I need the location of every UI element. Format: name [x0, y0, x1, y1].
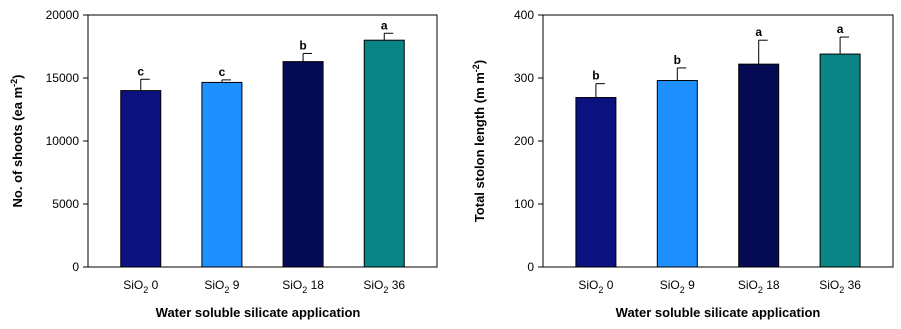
significance-label: b [674, 53, 681, 67]
significance-label: c [219, 65, 226, 79]
significance-label: b [592, 69, 599, 83]
y-tick-label: 20000 [46, 8, 80, 22]
bar [363, 39, 405, 268]
x-axis-title: Water soluble silicate application [616, 305, 821, 320]
y-axis-title: No. of shoots (ea m-2) [9, 75, 25, 208]
significance-label: a [755, 25, 762, 39]
y-tick-label: 10000 [46, 134, 80, 148]
x-tick-label: SiO2 36 [819, 278, 861, 295]
significance-label: a [381, 18, 388, 32]
significance-label: a [837, 22, 844, 36]
x-tick-label: SiO2 36 [363, 278, 405, 295]
chart-panel-1: 0 5000 10000 15000 20000 c SiO2 0 c SiO2 9 b SiO2 … [9, 8, 438, 320]
y-tick-label: 0 [527, 260, 534, 274]
bar [738, 63, 780, 268]
y-axis-title: Total stolon length (m m-2) [471, 60, 487, 222]
y-tick-label: 400 [514, 8, 534, 22]
x-axis-title: Water soluble silicate application [156, 305, 361, 320]
x-tick-label: SiO2 0 [578, 278, 613, 295]
x-tick-label: SiO2 9 [204, 278, 239, 295]
x-tick-label: SiO2 18 [282, 278, 324, 295]
y-tick-label: 100 [514, 197, 534, 211]
y-tick-label: 15000 [46, 71, 80, 85]
bar [575, 97, 617, 268]
bar [656, 80, 698, 268]
y-tick-label: 200 [514, 134, 534, 148]
x-tick-label: SiO2 18 [738, 278, 780, 295]
chart-panel-2: 0 100 200 300 400 b SiO2 0 b SiO2 9 a SiO2 18 a SiO2… [471, 8, 894, 320]
x-tick-label: SiO2 9 [660, 278, 695, 295]
x-tick-label: SiO2 0 [123, 278, 158, 295]
y-tick-label: 300 [514, 71, 534, 85]
bar [201, 81, 243, 268]
significance-label: b [299, 38, 306, 52]
bar [282, 61, 324, 268]
bar [120, 90, 162, 268]
significance-label: c [137, 64, 144, 78]
y-tick-label: 0 [72, 260, 79, 274]
bar [819, 53, 861, 268]
y-tick-label: 5000 [52, 197, 79, 211]
